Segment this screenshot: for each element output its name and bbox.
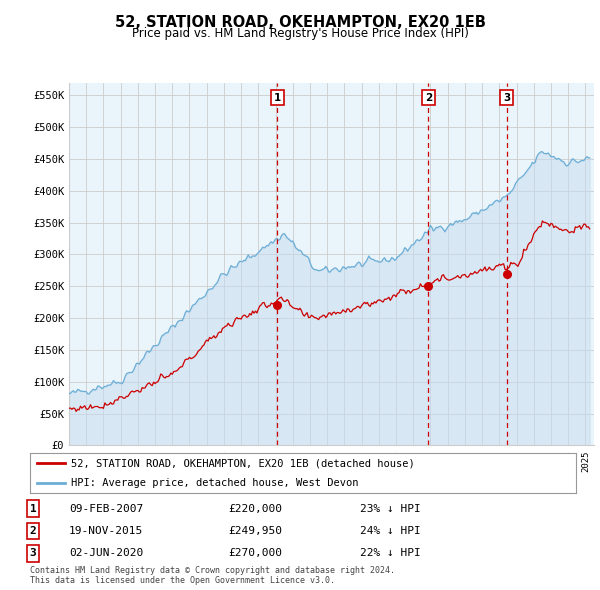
Text: 23% ↓ HPI: 23% ↓ HPI — [360, 504, 421, 513]
Text: 2: 2 — [29, 526, 37, 536]
Text: 22% ↓ HPI: 22% ↓ HPI — [360, 549, 421, 558]
Text: 52, STATION ROAD, OKEHAMPTON, EX20 1EB: 52, STATION ROAD, OKEHAMPTON, EX20 1EB — [115, 15, 485, 30]
Text: Contains HM Land Registry data © Crown copyright and database right 2024.
This d: Contains HM Land Registry data © Crown c… — [30, 566, 395, 585]
Text: 2: 2 — [425, 93, 432, 103]
Text: 1: 1 — [29, 504, 37, 513]
Text: 3: 3 — [29, 549, 37, 558]
Text: 24% ↓ HPI: 24% ↓ HPI — [360, 526, 421, 536]
Text: 09-FEB-2007: 09-FEB-2007 — [69, 504, 143, 513]
Text: £220,000: £220,000 — [228, 504, 282, 513]
Text: £270,000: £270,000 — [228, 549, 282, 558]
Text: 52, STATION ROAD, OKEHAMPTON, EX20 1EB (detached house): 52, STATION ROAD, OKEHAMPTON, EX20 1EB (… — [71, 458, 415, 468]
Text: 3: 3 — [503, 93, 510, 103]
Text: 19-NOV-2015: 19-NOV-2015 — [69, 526, 143, 536]
Text: 1: 1 — [274, 93, 281, 103]
Text: Price paid vs. HM Land Registry's House Price Index (HPI): Price paid vs. HM Land Registry's House … — [131, 27, 469, 40]
Text: £249,950: £249,950 — [228, 526, 282, 536]
Text: 02-JUN-2020: 02-JUN-2020 — [69, 549, 143, 558]
Text: HPI: Average price, detached house, West Devon: HPI: Average price, detached house, West… — [71, 478, 358, 487]
